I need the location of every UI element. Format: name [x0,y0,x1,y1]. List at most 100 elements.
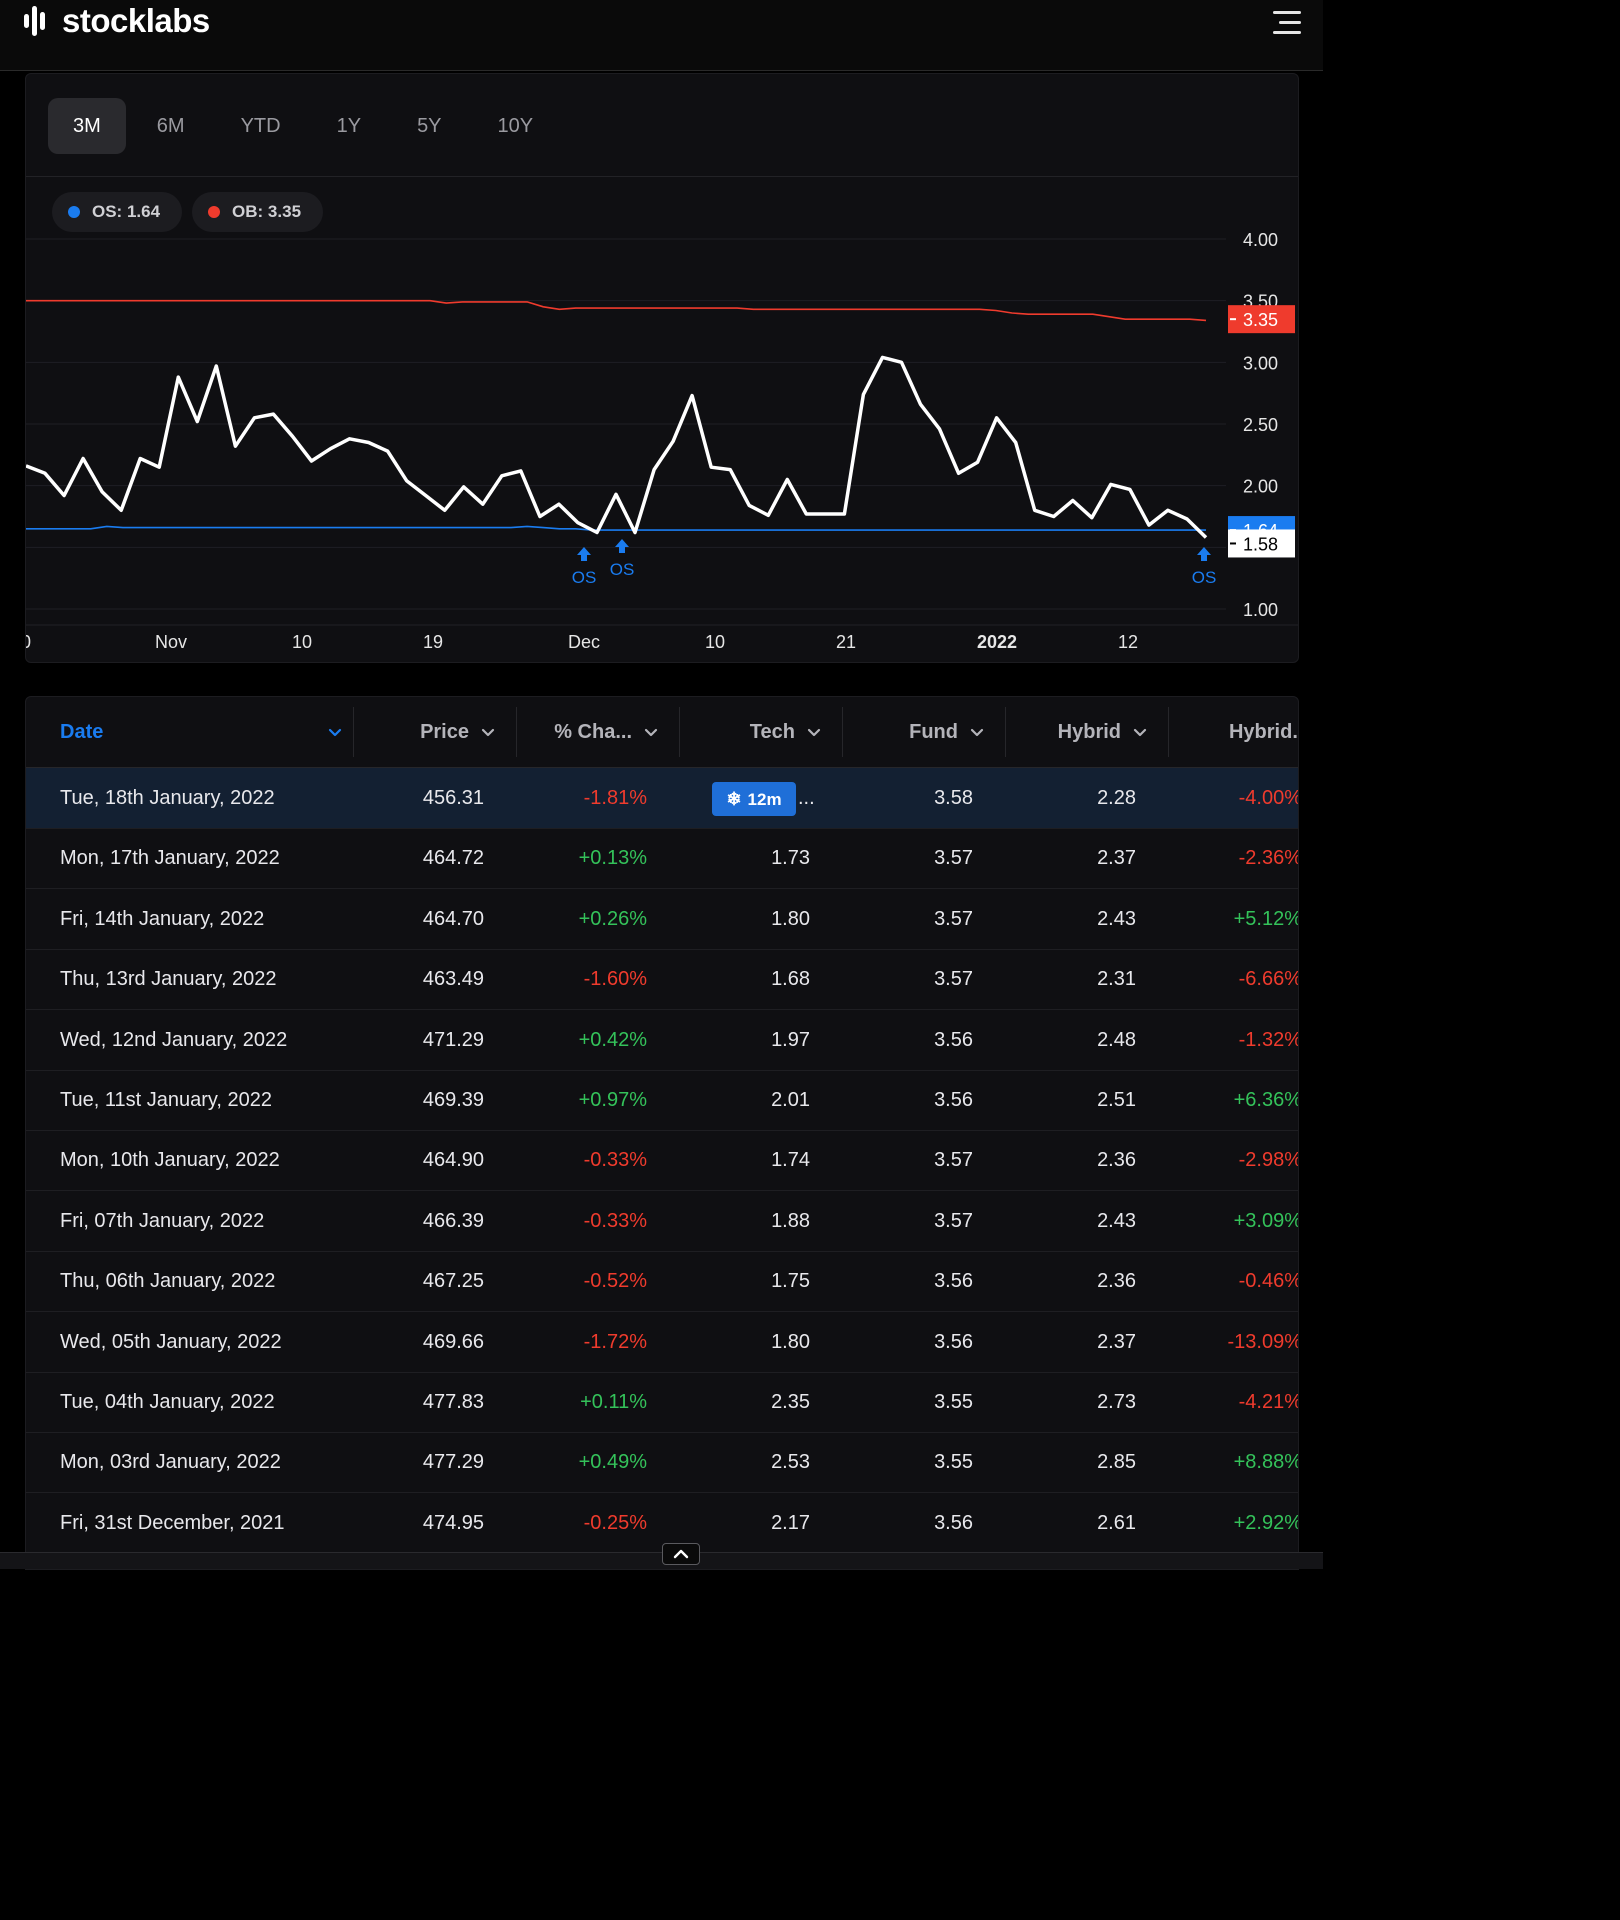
cell-change: -1.60% [583,968,647,991]
column-separator[interactable] [516,707,517,757]
table-row[interactable]: Mon, 10th January, 2022 464.90 -0.33% 1.74 3… [26,1130,1299,1192]
cell-fund: 3.57 [934,1149,973,1172]
cell-fund: 3.57 [934,847,973,870]
end-label-ob: 3.35 [1243,310,1278,330]
x-tick-label: 10 [705,632,725,652]
cell-change: -0.52% [583,1270,647,1293]
logo-bars-icon [24,6,45,36]
tab-ytd[interactable]: YTD [240,115,281,137]
table-row[interactable]: Tue, 18th January, 2022 456.31 -1.81% ❄ 12m.… [26,768,1298,829]
os-annotation[interactable]: OS [1192,547,1217,587]
table-row[interactable]: Thu, 13rd January, 2022 463.49 -1.60% 1.68 3… [26,949,1298,1011]
os-dot-icon [68,206,80,218]
cell-hybrid: 2.28 [1097,787,1136,809]
column-separator[interactable] [1168,707,1169,757]
table-row[interactable]: Fri, 14th January, 2022 464.70 +0.26% 1.80 3… [26,889,1298,950]
column-header-tech[interactable]: Tech [680,697,821,767]
arrow-up-icon [615,539,629,553]
legend-ob-label: OB: 3.35 [232,202,302,221]
column-header-change[interactable]: % Cha... [517,697,658,767]
table-row[interactable]: Mon, 17th January, 2022 464.72 +0.13% 1.73 3… [26,828,1299,890]
cell-hybrid2: -2.36% [1238,847,1299,870]
pending-badge[interactable]: ❄ 12m [712,782,796,816]
column-separator[interactable] [353,707,354,757]
table-row[interactable]: Wed, 12nd January, 2022 471.29 +0.42% 1.97 3… [26,1010,1298,1071]
cell-fund: 3.56 [934,1089,973,1111]
cell-hybrid2: +6.36% [1233,1089,1299,1111]
cell-change: -0.33% [583,1149,647,1172]
cell-hybrid2: +3.09% [1233,1209,1299,1232]
column-separator[interactable] [842,707,843,757]
cell-hybrid2: -4.21% [1238,1391,1299,1413]
cell-fund: 3.56 [934,1330,973,1353]
tab-6m[interactable]: 6M [156,115,185,137]
ob-dot-icon [208,206,221,218]
column-header-hybrid[interactable]: Hybrid [1006,697,1147,767]
cell-fund: 3.56 [934,1511,973,1534]
collapse-button[interactable] [662,1543,700,1565]
x-tick-label: 21 [836,632,856,652]
x-tick-label: 0 [26,632,31,652]
column-header-label: Date [60,721,104,743]
os-annotation-label: OS [1192,568,1217,587]
tab-1y[interactable]: 1Y [336,115,362,137]
table-row[interactable]: Thu, 06th January, 2022 467.25 -0.52% 1.75 3… [26,1251,1298,1313]
cell-fund: 3.57 [934,968,973,991]
cell-tech: 2.35 [771,1391,810,1413]
cell-date: Fri, 31st December, 2021 [60,1511,285,1534]
tab-3m[interactable]: 3M [48,98,126,154]
bottom-bar [0,1552,1323,1569]
column-separator[interactable] [679,707,680,757]
table-row[interactable]: Tue, 11st January, 2022 469.39 +0.97% 2.01 3… [26,1070,1298,1131]
table-row[interactable]: Tue, 04th January, 2022 477.83 +0.11% 2.35 3… [26,1372,1298,1433]
cell-change: +0.11% [580,1391,647,1413]
legend-os-chip[interactable]: OS: 1.64 [52,192,183,232]
range-tabs: 3M 6M YTD 1Y 5Y 10Y [48,98,564,154]
x-tick-label: 12 [1118,632,1138,652]
legend-ob-chip[interactable]: OB: 3.35 [192,192,324,232]
tab-10y[interactable]: 10Y [497,115,534,137]
os-annotation[interactable]: OS [610,539,635,579]
column-header-fund[interactable]: Fund [843,697,984,767]
cell-tech: 1.74 [771,1149,810,1172]
series-line-ob [26,299,1207,322]
os-annotation[interactable]: OS [572,547,597,587]
menu-icon[interactable] [1271,8,1303,36]
table-row[interactable]: Wed, 05th January, 2022 469.66 -1.72% 1.80 3… [26,1312,1298,1373]
column-separator[interactable] [1005,707,1006,757]
cell-hybrid2: -13.09% [1227,1330,1299,1353]
cell-fund: 3.56 [934,1028,973,1051]
arrow-up-icon [1197,547,1211,561]
cell-date: Thu, 06th January, 2022 [60,1270,276,1293]
cell-change: -1.81% [583,787,647,809]
table-row[interactable]: Fri, 07th January, 2022 466.39 -0.33% 1.88 3… [26,1191,1298,1252]
cell-hybrid2: -2.98% [1238,1149,1299,1172]
chevron-up-icon [673,1549,689,1559]
end-label-bg-tech [1228,529,1295,558]
y-tick-label: 2.00 [1243,477,1278,497]
cell-hybrid: 2.61 [1097,1511,1136,1534]
cell-price: 477.83 [422,1391,484,1413]
column-header-price[interactable]: Price [354,697,495,767]
logo[interactable]: stocklabs [24,2,210,40]
table-row[interactable]: Fri, 31st December, 2021 474.95 -0.25% 2.17… [26,1493,1298,1554]
column-header-label: Hybrid... [1228,721,1298,743]
column-header-date[interactable]: Date [60,697,360,767]
cell-change: +0.42% [578,1028,647,1051]
cell-date: Wed, 05th January, 2022 [60,1330,282,1353]
cell-hybrid: 2.43 [1097,907,1136,930]
cell-price: 477.29 [422,1451,484,1474]
column-header-hybrid-2[interactable]: Hybrid... [1169,697,1298,767]
x-tick-label: 2022 [977,632,1017,652]
tabs-divider [26,176,1298,177]
tab-5y[interactable]: 5Y [417,115,442,137]
cell-date: Mon, 10th January, 2022 [60,1149,280,1172]
snowflake-icon: ❄ [726,789,742,809]
cell-change: +0.26% [578,907,647,930]
chevron-down-icon [1121,721,1147,743]
table-row[interactable]: Mon, 03rd January, 2022 477.29 +0.49% 2.53 3… [26,1432,1298,1494]
y-tick-label: 4.00 [1243,230,1278,250]
cell-price: 463.49 [422,968,484,991]
chart[interactable]: 4.003.503.002.502.001.501.000Nov1019Dec1… [26,74,1298,662]
